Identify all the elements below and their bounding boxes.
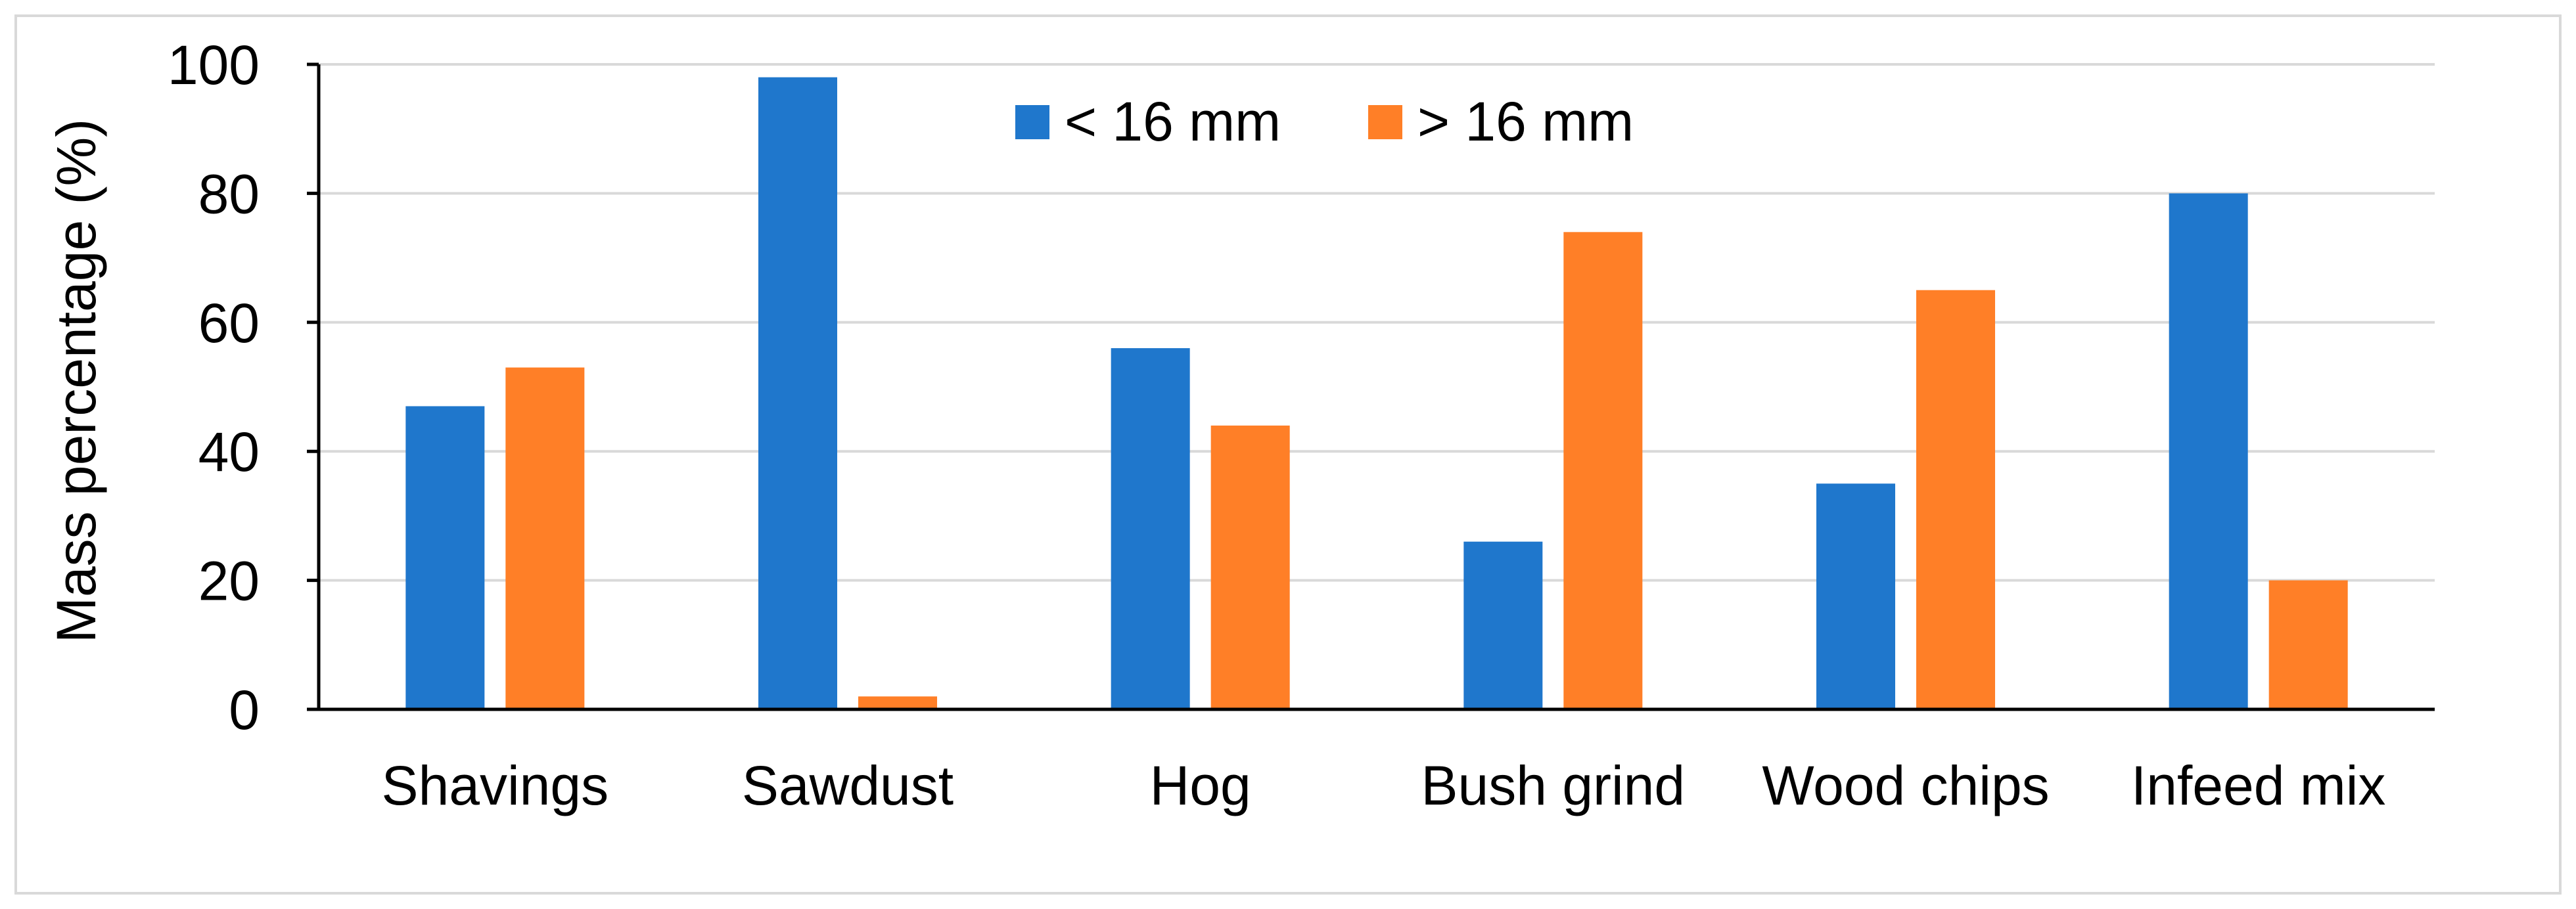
bar-lt16mm-bush-grind (1463, 541, 1543, 709)
bars (405, 77, 2348, 709)
x-tick-labels: Shavings Sawdust Hog Bush grind Wood chips In… (382, 755, 2386, 816)
legend-swatch-lt16mm (1015, 105, 1049, 139)
legend-label-lt16mm: < 16 mm (1065, 91, 1281, 152)
bar-lt16mm-wood-chips (1816, 483, 1895, 709)
y-axis-title: Mass percentage (%) (45, 119, 107, 643)
x-tick-label: Sawdust (742, 755, 954, 816)
x-tick-label: Bush grind (1421, 755, 1686, 816)
bar-gt16mm-infeed-mix (2268, 580, 2348, 709)
axes (307, 62, 2435, 711)
bar-gt16mm-sawdust (858, 696, 937, 709)
bar-lt16mm-hog (1111, 348, 1190, 709)
y-tick-label: 60 (198, 292, 260, 354)
legend: < 16 mm > 16 mm (1015, 91, 1634, 152)
bar-gt16mm-hog (1210, 425, 1290, 709)
y-tick-label: 80 (198, 163, 260, 225)
bar-gt16mm-shavings (505, 367, 585, 709)
legend-label-gt16mm: > 16 mm (1417, 91, 1634, 152)
x-tick-label: Shavings (382, 755, 609, 816)
y-tick-label: 0 (229, 679, 260, 741)
gridlines (319, 63, 2435, 582)
bar-gt16mm-wood-chips (1916, 290, 1995, 709)
x-tick-label: Hog (1150, 755, 1251, 816)
x-tick-label: Infeed mix (2131, 755, 2386, 816)
y-tick-label: 100 (168, 34, 260, 96)
bar-lt16mm-infeed-mix (2169, 193, 2248, 709)
x-tick-label: Wood chips (1762, 755, 2049, 816)
y-tick-label: 20 (198, 550, 260, 612)
bar-lt16mm-sawdust (758, 77, 837, 709)
bar-gt16mm-bush-grind (1563, 232, 1643, 709)
y-tick-labels: 0 20 40 60 80 100 (168, 34, 260, 741)
legend-swatch-gt16mm (1368, 105, 1402, 139)
bar-lt16mm-shavings (405, 406, 485, 709)
y-tick-label: 40 (198, 421, 260, 483)
